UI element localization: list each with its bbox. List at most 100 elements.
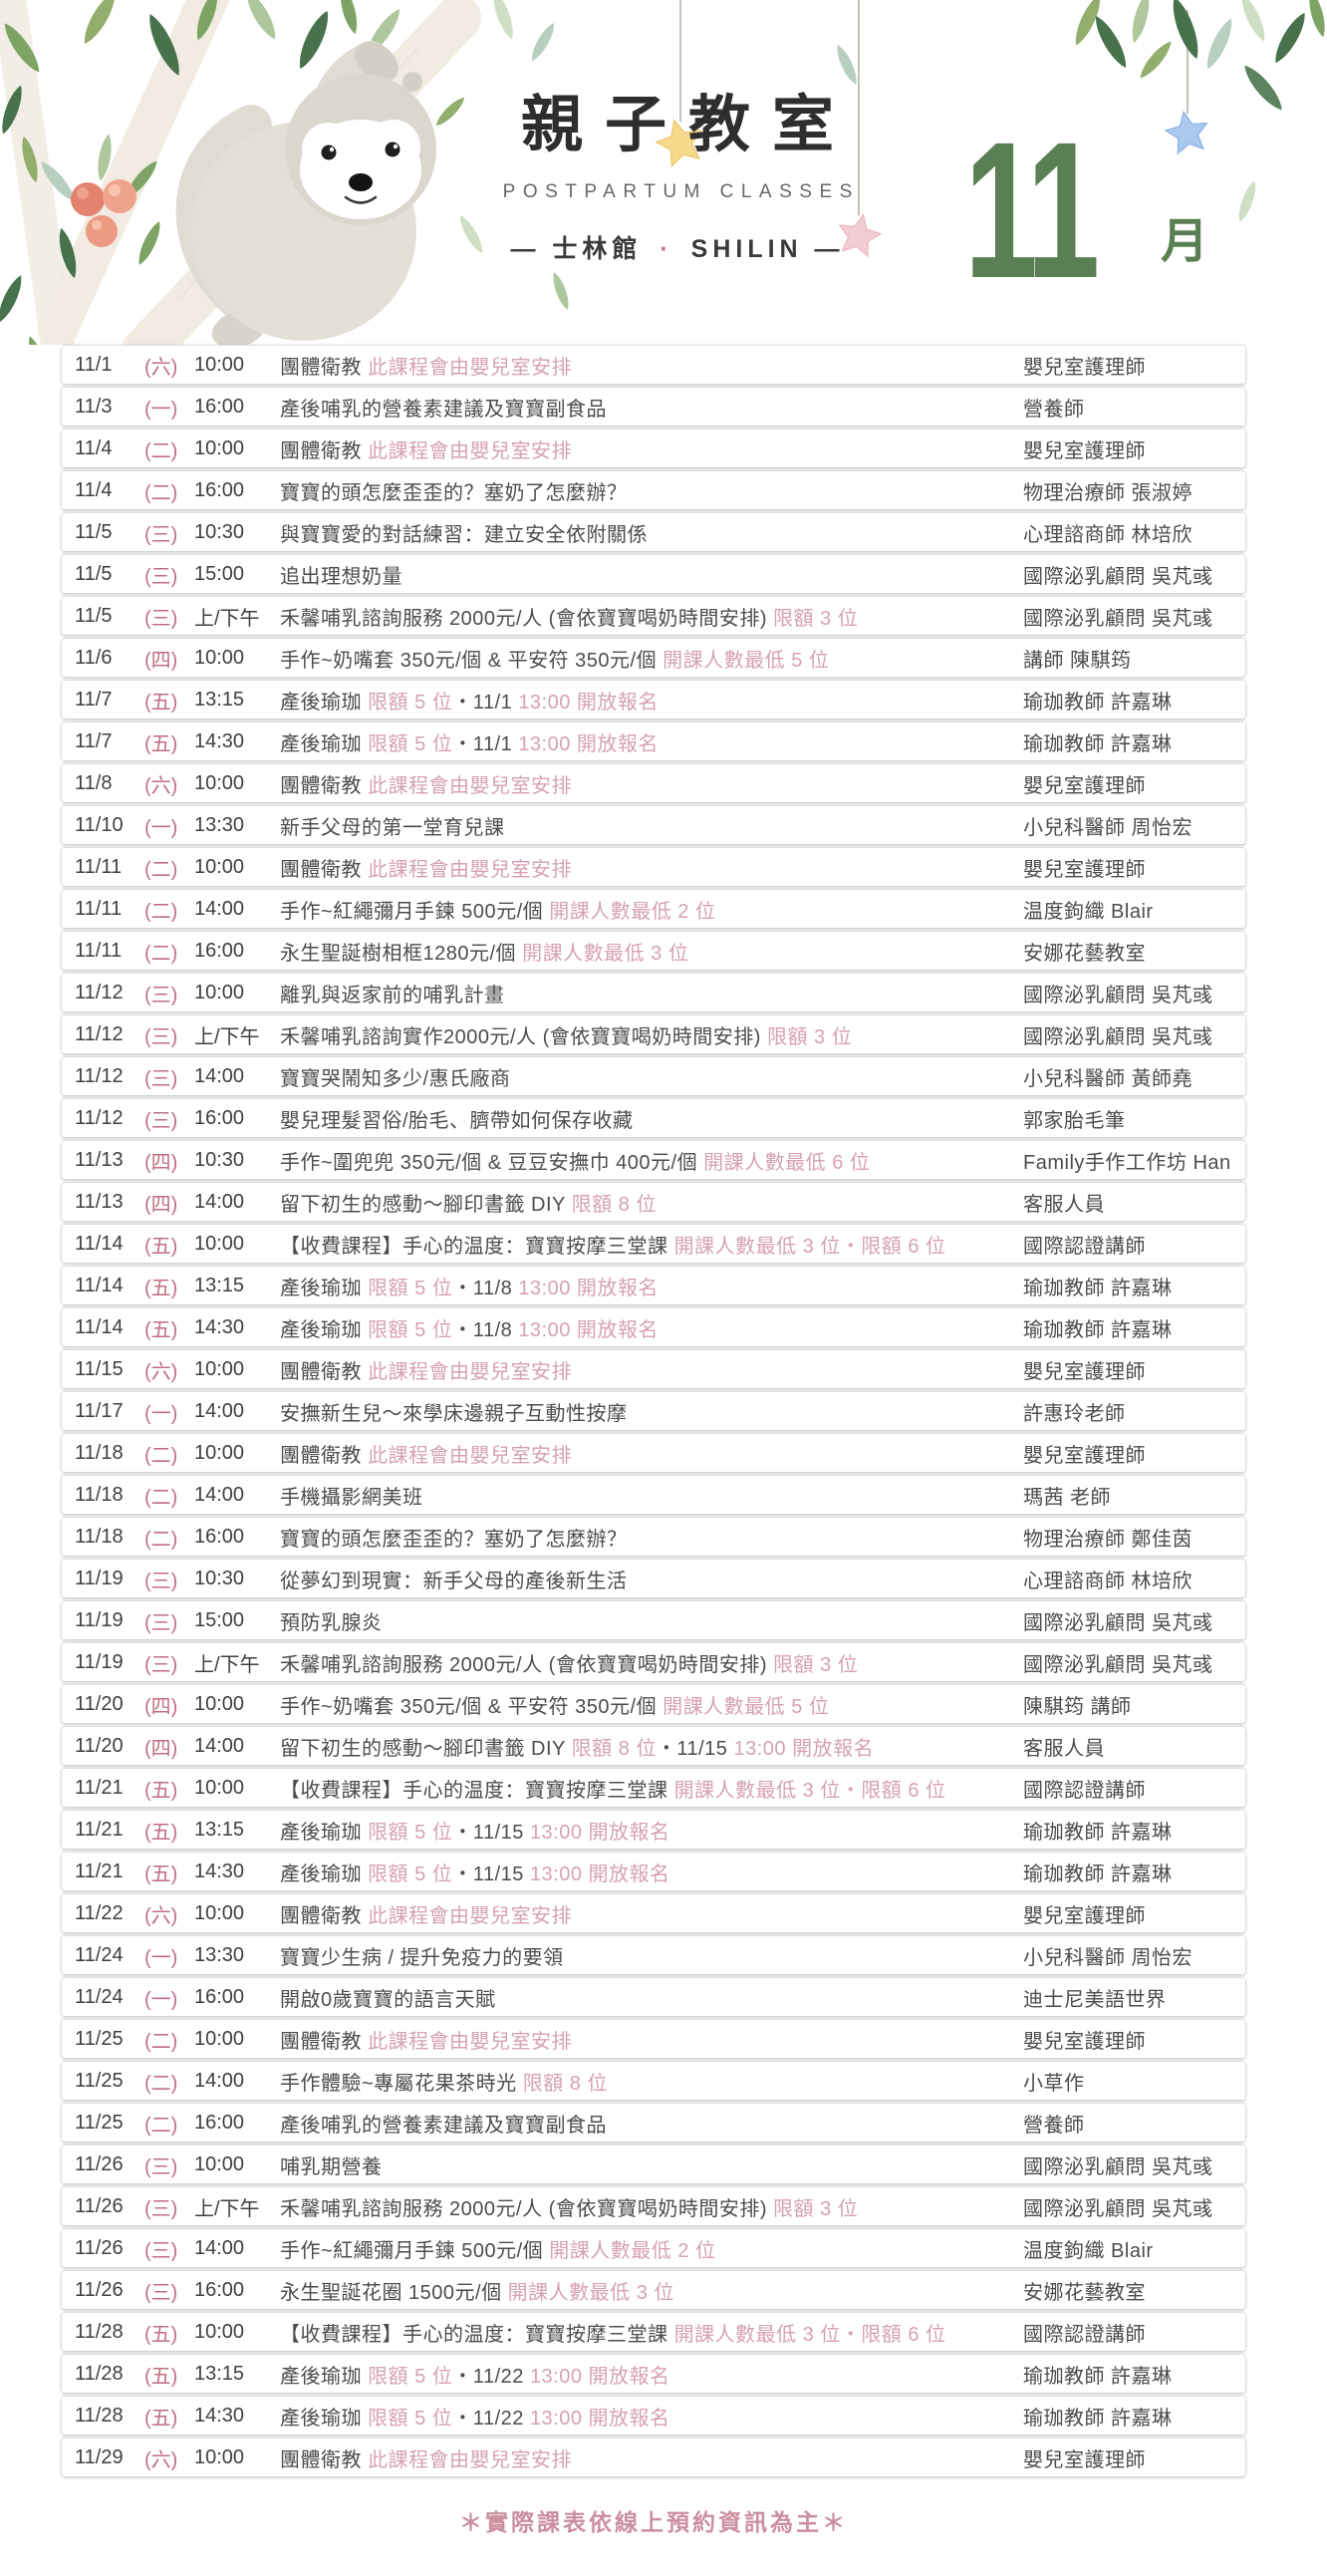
row-instructor: 物理治療師 鄭佳茵 [1023, 1528, 1194, 1551]
row-date: 11/1 [75, 353, 113, 376]
row-weekday: (二) [144, 2030, 178, 2053]
row-weekday: (三) [144, 523, 178, 546]
schedule-row: 11/21 (五) 14:30 產後瑜珈 限額 5 位・11/15 13:00 開放報… [62, 1853, 1245, 1890]
row-instructor: 瑜珈教師 許嘉琳 [1023, 1862, 1173, 1885]
row-title: 寶寶的頭怎麼歪歪的？塞奶了怎麼辦？ [280, 481, 628, 504]
row-instructor: 嬰兒室護理師 [1023, 439, 1146, 462]
row-date: 11/13 [75, 1190, 124, 1213]
row-date: 11/5 [75, 604, 113, 627]
row-weekday: (一) [144, 1402, 178, 1425]
row-instructor: 物理治療師 張淑婷 [1023, 481, 1194, 504]
schedule-row: 11/21 (五) 13:15 產後瑜珈 限額 5 位・11/15 13:00 開放報… [62, 1811, 1245, 1849]
row-weekday: (三) [144, 1067, 178, 1090]
row-title: 手作~奶嘴套 350元/個 & 平安符 350元/個 開課人數最低 5 位 [280, 1695, 830, 1718]
row-date: 11/25 [75, 2069, 124, 2092]
schedule-row: 11/12 (三) 上/下午 禾馨哺乳諮詢實作2000元/人 (會依寶寶喝奶時間安排)… [62, 1015, 1245, 1053]
row-instructor: 國際認證講師 [1023, 1235, 1146, 1258]
berries-illustration [36, 133, 165, 280]
row-title: 團體衛教 此課程會由嬰兒室安排 [280, 1444, 573, 1467]
row-title: 團體衛教 此課程會由嬰兒室安排 [280, 1904, 573, 1927]
row-weekday: (二) [144, 858, 178, 881]
row-time: 10:00 [194, 2152, 245, 2175]
month-number: 11 [964, 102, 1100, 319]
row-time: 10:00 [194, 981, 245, 1003]
row-time: 10:00 [194, 2027, 245, 2050]
row-time: 16:00 [194, 1985, 245, 2008]
row-title: 手作~圍兜兜 350元/個 & 豆豆安撫巾 400元/個 開課人數最低 6 位 [280, 1151, 871, 1174]
row-time: 上/下午 [194, 1653, 260, 1676]
schedule-row: 11/3 (一) 16:00 產後哺乳的營養素建議及寶寶副食品 營養師 [62, 388, 1245, 426]
row-time: 10:00 [194, 2445, 245, 2468]
row-instructor: 國際泌乳顧問 吳芃彧 [1023, 607, 1213, 630]
row-weekday: (三) [144, 2155, 178, 2178]
row-instructor: 郭家胎毛筆 [1023, 1109, 1126, 1132]
row-title: 【收費課程】手心的温度：寶寶按摩三堂課 開課人數最低 3 位・限額 6 位 [280, 2323, 946, 2346]
row-weekday: (五) [144, 1318, 178, 1341]
row-weekday: (五) [144, 732, 178, 755]
footer-note: ＊實際課表依線上預約資訊為主＊ [459, 2509, 848, 2535]
row-instructor: 國際泌乳顧問 吳芃彧 [1023, 1611, 1213, 1634]
row-weekday: (二) [144, 900, 178, 923]
row-title: 留下初生的感動～腳印書籤 DIY 限額 8 位・11/15 13:00 開放報名 [280, 1737, 875, 1760]
schedule-row: 11/28 (五) 13:15 產後瑜珈 限額 5 位・11/22 13:00 開放報… [62, 2355, 1245, 2393]
row-date: 11/18 [75, 1525, 124, 1548]
row-date: 11/12 [75, 1106, 124, 1129]
row-date: 11/21 [75, 1860, 124, 1882]
row-time: 14:00 [194, 2069, 245, 2092]
row-title: 產後瑜珈 限額 5 位・11/8 13:00 開放報名 [280, 1318, 659, 1341]
schedule-row: 11/24 (一) 16:00 開啟0歲寶寶的語言天賦 迪士尼美語世界 [62, 1978, 1245, 2016]
schedule-row: 11/5 (三) 15:00 追出理想奶量 國際泌乳顧問 吳芃彧 [62, 555, 1245, 593]
row-instructor: 營養師 [1023, 2114, 1085, 2137]
row-instructor: 心理諮商師 林培欣 [1023, 1570, 1194, 1592]
row-date: 11/4 [75, 478, 113, 501]
row-title: 【收費課程】手心的温度：寶寶按摩三堂課 開課人數最低 3 位・限額 6 位 [280, 1779, 946, 1802]
schedule-row: 11/19 (三) 上/下午 禾馨哺乳諮詢服務 2000元/人 (會依寶寶喝奶時間安排… [62, 1643, 1245, 1681]
schedule-row: 11/24 (一) 13:30 寶寶少生病 / 提升免疫力的要領 小兒科醫師 周怡宏 [62, 1936, 1245, 1974]
row-title: 預防乳腺炎 [280, 1611, 383, 1634]
page-subtitle: POSTPARTUM CLASSES [502, 181, 860, 203]
schedule-row: 11/13 (四) 10:30 手作~圍兜兜 350元/個 & 豆豆安撫巾 400元/… [62, 1141, 1245, 1179]
row-time: 14:00 [194, 2236, 245, 2259]
schedule-row: 11/28 (五) 14:30 產後瑜珈 限額 5 位・11/22 13:00 開放報… [62, 2397, 1245, 2434]
row-weekday: (五) [144, 1779, 178, 1802]
row-weekday: (一) [144, 398, 178, 421]
row-time: 14:00 [194, 1734, 245, 1757]
row-instructor: 嬰兒室護理師 [1023, 2030, 1146, 2053]
row-title: 永生聖誕樹相框1280元/個 開課人數最低 3 位 [280, 942, 689, 965]
row-weekday: (四) [144, 1193, 178, 1216]
row-instructor: 嬰兒室護理師 [1023, 1444, 1146, 1467]
row-date: 11/3 [75, 395, 113, 418]
row-date: 11/5 [75, 520, 113, 543]
row-weekday: (三) [144, 1611, 178, 1634]
poster-header: 親子教室 POSTPARTUM CLASSES — 士林館 · SHILIN —… [0, 0, 1327, 345]
row-weekday: (二) [144, 439, 178, 462]
row-time: 10:00 [194, 646, 245, 669]
row-time: 14:00 [194, 1190, 245, 1213]
row-time: 10:00 [194, 1901, 245, 1924]
row-time: 10:00 [194, 353, 245, 376]
row-date: 11/12 [75, 981, 124, 1003]
row-title: 手機攝影網美班 [280, 1486, 423, 1509]
row-time: 10:00 [194, 436, 245, 459]
schedule-row: 11/8 (六) 10:00 團體衛教 此課程會由嬰兒室安排 嬰兒室護理師 [62, 764, 1245, 802]
schedule-row: 11/20 (四) 14:00 留下初生的感動～腳印書籤 DIY 限額 8 位・11/… [62, 1727, 1245, 1765]
row-weekday: (四) [144, 1695, 178, 1718]
row-date: 11/24 [75, 1943, 124, 1966]
page-title: 親子教室 [520, 91, 856, 159]
row-instructor: 嬰兒室護理師 [1023, 356, 1146, 379]
schedule-row: 11/20 (四) 10:00 手作~奶嘴套 350元/個 & 平安符 350元/個 … [62, 1685, 1245, 1723]
row-weekday: (二) [144, 481, 178, 504]
sloth-illustration [175, 41, 436, 345]
schedule-row: 11/28 (五) 10:00 【收費課程】手心的温度：寶寶按摩三堂課 開課人數最低 … [62, 2313, 1245, 2351]
row-title: 團體衛教 此課程會由嬰兒室安排 [280, 858, 573, 881]
row-time: 10:30 [194, 1148, 245, 1171]
row-time: 14:00 [194, 1064, 245, 1087]
schedule-row: 11/26 (三) 14:00 手作~紅繩彌月手鍊 500元/個 開課人數最低 2 位… [62, 2229, 1245, 2267]
row-time: 10:00 [194, 1232, 245, 1255]
row-instructor: 嬰兒室護理師 [1023, 858, 1146, 881]
row-date: 11/21 [75, 1776, 124, 1799]
row-date: 11/14 [75, 1274, 124, 1296]
row-weekday: (二) [144, 1528, 178, 1551]
row-time: 16:00 [194, 478, 245, 501]
row-time: 上/下午 [194, 1025, 260, 1048]
